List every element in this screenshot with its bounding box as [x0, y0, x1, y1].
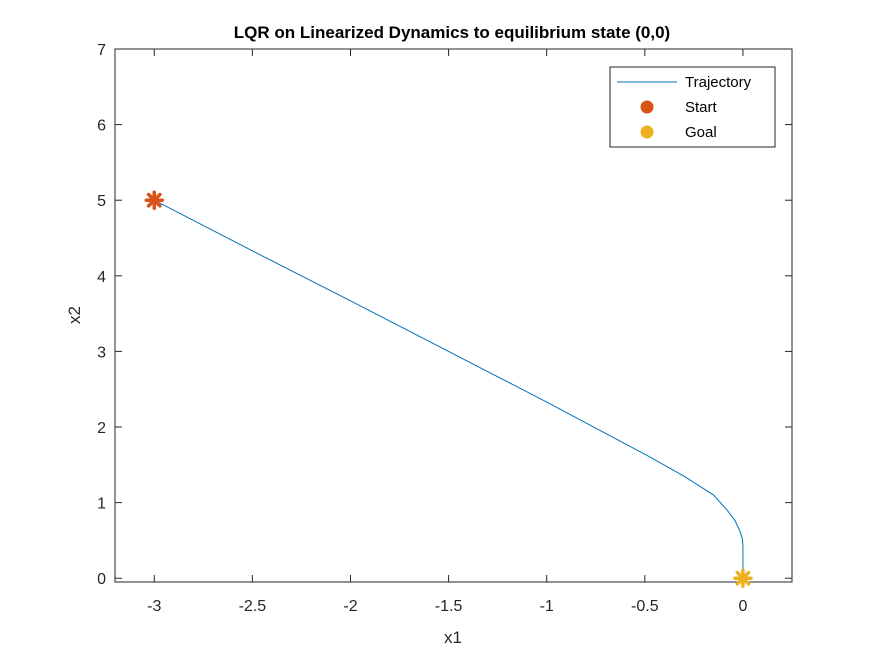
data-series	[144, 190, 753, 588]
y-tick-label: 4	[97, 269, 106, 286]
x-tick-label: -1.5	[435, 598, 463, 615]
x-tick-label: -2.5	[239, 598, 267, 615]
legend-swatch-dot	[640, 125, 654, 139]
x-tick-label: -3	[147, 598, 161, 615]
legend-label: Goal	[685, 124, 717, 141]
y-tick-label: 2	[97, 420, 106, 437]
y-tick-label: 0	[97, 571, 106, 588]
y-axis-label: x2	[65, 306, 84, 324]
y-tick-label: 6	[97, 118, 106, 135]
x-tick-label: -2	[343, 598, 357, 615]
y-tick-label: 3	[97, 344, 106, 361]
y-tick-label: 7	[97, 42, 106, 59]
start-marker	[144, 190, 164, 210]
x-axis: -3 -2.5 -2 -1.5 -1 -0.5 0	[147, 49, 747, 615]
trajectory-line	[154, 199, 744, 579]
y-tick-label: 1	[97, 496, 106, 513]
legend-label: Trajectory	[685, 74, 752, 91]
legend: Trajectory Start Goal	[609, 66, 776, 148]
x-tick-label: -1	[540, 598, 554, 615]
y-axis: 0 1 2 3 4 5 6 7	[97, 42, 792, 588]
x-tick-label: -0.5	[631, 598, 659, 615]
x-tick-label: 0	[738, 598, 747, 615]
y-tick-label: 5	[97, 193, 106, 210]
legend-box	[609, 66, 776, 148]
chart-title: LQR on Linearized Dynamics to equilibriu…	[234, 23, 670, 42]
legend-swatch-dot	[640, 100, 654, 114]
goal-marker	[733, 568, 753, 588]
x-axis-label: x1	[444, 628, 462, 647]
legend-label: Start	[685, 99, 718, 116]
